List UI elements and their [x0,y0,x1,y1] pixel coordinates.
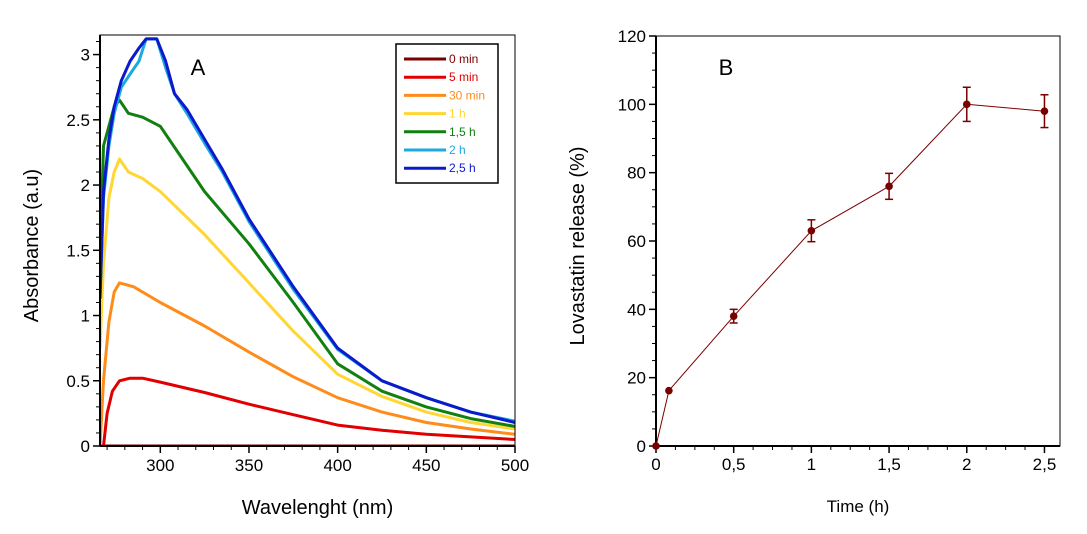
x-tick-label: 1 [807,455,816,474]
release-line [655,103,1045,447]
y-tick-label: 60 [627,232,646,251]
y-tick-label: 2 [81,176,90,195]
series-line-2-5-h [100,37,515,424]
legend-label: 5 min [449,70,478,84]
y-tick-label: 2.5 [66,111,90,130]
plot-frame [655,35,1061,447]
data-point [729,312,738,320]
data-point [652,442,660,450]
legend-label: 1,5 h [449,125,476,139]
legend-item: 2 h [404,143,466,157]
panel-label: B [719,55,734,80]
y-axis-title: Absorbance (a.u) [21,169,43,322]
y-tick-label: 120 [618,27,646,46]
y-axis-title: Lovastatin release (%) [567,147,589,346]
y-tick-label: 80 [627,164,646,183]
data-point [962,100,971,109]
series-line-5-min [102,376,515,446]
x-tick-label: 1,5 [877,455,901,474]
legend-label: 30 min [449,88,485,102]
x-axis-title: Wavelenght (nm) [242,497,394,519]
x-tick-label: 0,5 [722,455,746,474]
series-line-1-h [100,157,515,431]
x-axis-title: Time (h) [827,497,890,516]
y-tick-label: 100 [618,95,646,114]
x-tick-label: 0 [651,455,660,474]
legend-item: 5 min [404,70,478,84]
x-tick-label: 450 [412,456,440,475]
legend-label: 2 h [449,143,466,157]
panel-a: 300 350 400 450 500 0 0.5 1 1.5 2 2.5 3 Wavelenght (… [21,34,529,519]
y-tick-label: 3 [81,46,90,65]
data-point [885,182,893,191]
x-tick-label: 350 [235,456,263,475]
y-tick-label: 1.5 [66,241,90,260]
panel-label: A [191,55,206,80]
y-tick-label: 0 [81,437,90,456]
x-tick-label: 2 [962,455,971,474]
y-tick-label: 40 [627,300,646,319]
legend-item: 30 min [404,88,485,102]
x-tick-label: 300 [146,456,174,475]
legend-item: 1,5 h [404,125,476,139]
x-tick-label: 400 [323,456,351,475]
data-point [665,386,673,395]
legend-item: 0 min [404,52,478,66]
legend-item: 1 h [404,107,466,121]
data-point [807,226,816,235]
y-tick-label: 0 [637,437,646,456]
y-tick-label: 1 [81,307,90,326]
legend: 0 min 5 min 30 min 1 h 1,5 h 2 h 2,5 h [395,43,499,184]
panel-b: 0 0,5 1 1,5 2 2,5 0 20 40 60 80 100 120 Time (h) Lovas… [567,27,1061,516]
y-tick-label: 0.5 [66,372,90,391]
data-point [1040,107,1049,115]
legend-label: 2,5 h [449,161,476,175]
y-tick-label: 20 [627,369,646,388]
legend-label: 1 h [449,107,466,121]
legend-label: 0 min [449,52,478,66]
x-tick-label: 2,5 [1033,455,1057,474]
series-line-30-min [100,281,515,446]
x-tick-label: 500 [501,456,529,475]
legend-item: 2,5 h [404,161,476,175]
